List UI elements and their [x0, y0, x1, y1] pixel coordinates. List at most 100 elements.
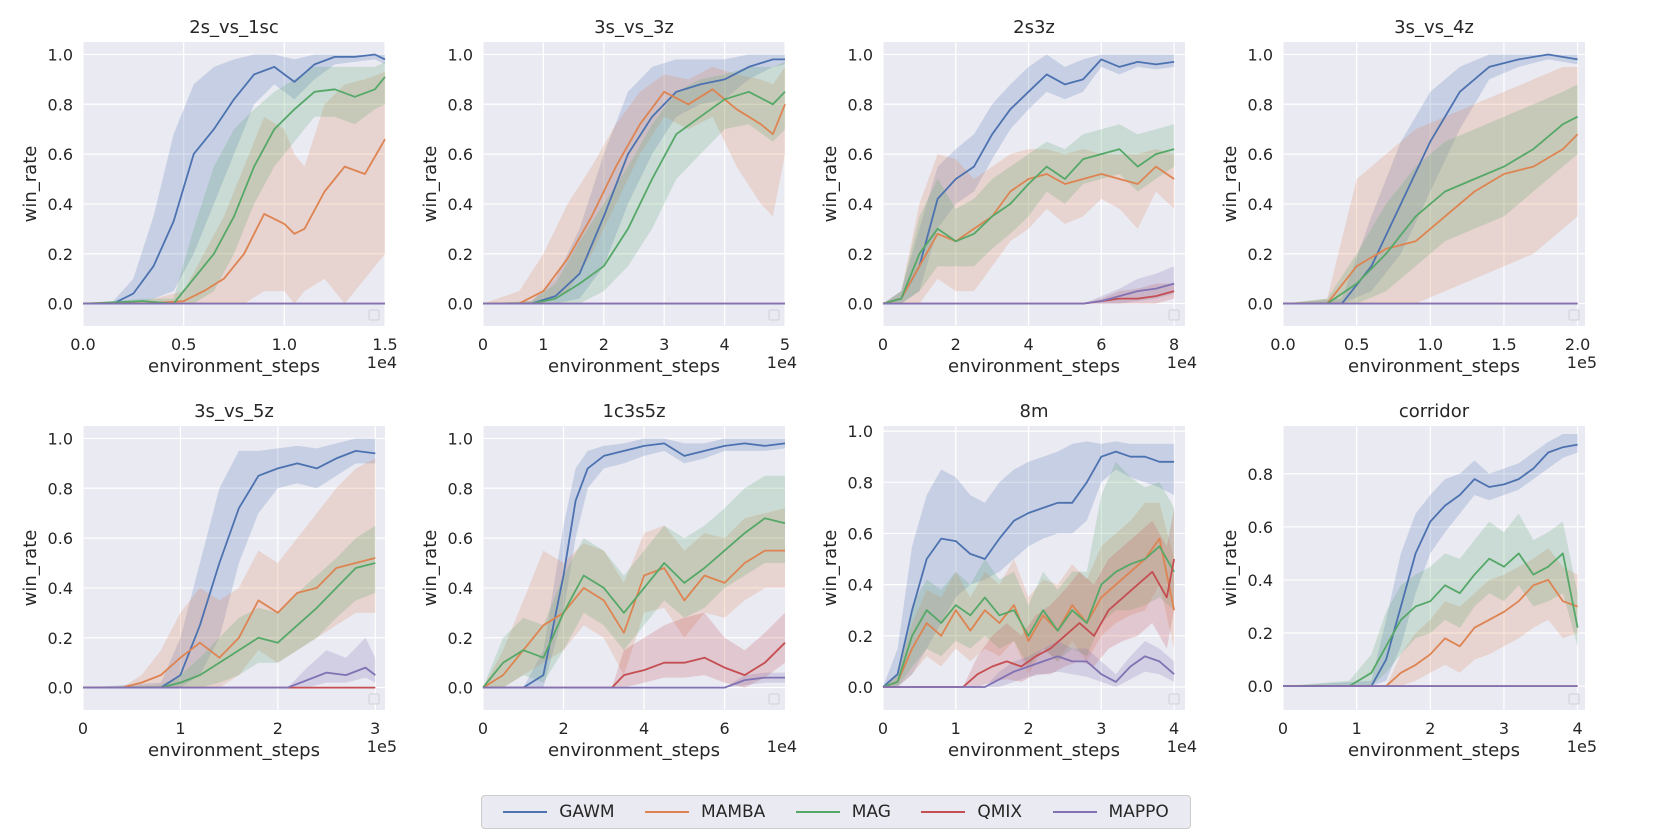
- series-line-mappo: [883, 282, 1175, 305]
- chart-title-1c3s5z: 1c3s5z: [602, 401, 665, 422]
- series-line-mamba: [83, 138, 386, 305]
- series-line-mag: [882, 148, 1175, 305]
- plot-area-3s-vs-3z: [483, 42, 785, 326]
- x-tick-label: 2: [1023, 719, 1033, 738]
- plot-area-1c3s5z: [483, 426, 785, 710]
- series-line-mappo: [883, 655, 1175, 688]
- x-tick-label: 5: [780, 335, 790, 354]
- empty-legend-box: [768, 309, 780, 321]
- y-tick-label: 1.0: [448, 45, 473, 64]
- band-mamba: [483, 66, 785, 304]
- band-mag: [883, 124, 1175, 304]
- y-tick-label: 1.0: [48, 45, 73, 64]
- y-tick-label: 0.0: [1248, 677, 1273, 696]
- chart-title-2s-vs-1sc: 2s_vs_1sc: [189, 17, 279, 38]
- series-line-gawm: [882, 450, 1175, 688]
- series-line-mag: [1283, 115, 1579, 305]
- y-axis-label: win_rate: [20, 530, 41, 607]
- x-tick-label: 2: [1425, 719, 1435, 738]
- band-gawm: [1283, 434, 1578, 687]
- series-line-mag: [82, 76, 386, 305]
- band-gawm: [483, 54, 785, 304]
- empty-legend-box: [768, 693, 780, 705]
- legend-line-mappo: [1052, 811, 1097, 813]
- series-line-mamba: [1283, 133, 1579, 305]
- x-tick-label: 2: [558, 719, 568, 738]
- x-tick-label: 8: [1169, 335, 1179, 354]
- y-tick-label: 0.6: [48, 145, 73, 164]
- legend-entry-mamba: MAMBA: [645, 802, 765, 822]
- y-tick-label: 0.2: [448, 629, 473, 648]
- y-tick-label: 0.2: [448, 245, 473, 264]
- series-line-mamba: [482, 549, 785, 689]
- series-line-mag: [882, 545, 1175, 688]
- band-mappo: [83, 637, 376, 688]
- legend-entry-qmix: QMIX: [921, 802, 1022, 822]
- chart-title-8m: 8m: [1020, 401, 1049, 422]
- legend-line-mamba: [645, 811, 690, 813]
- y-tick-label: 1.0: [848, 422, 873, 441]
- y-tick-label: 0.4: [1248, 195, 1273, 214]
- y-axis-label: win_rate: [1220, 530, 1241, 607]
- legend-label: MAG: [851, 802, 891, 822]
- band-mamba: [1283, 66, 1578, 304]
- series-line-mamba: [83, 557, 376, 689]
- y-tick-label: 0.2: [48, 245, 73, 264]
- x-axis-label: environment_steps: [948, 740, 1120, 761]
- series-line-gawm: [882, 58, 1175, 305]
- x-tick-label: 2: [599, 335, 609, 354]
- y-axis-label: win_rate: [1220, 146, 1241, 223]
- y-axis-label: win_rate: [20, 146, 41, 223]
- x-tick-label: 1.5: [372, 335, 397, 354]
- empty-legend-box: [1568, 693, 1580, 705]
- y-tick-label: 1.0: [48, 429, 73, 448]
- x-tick-label: 3: [1096, 719, 1106, 738]
- chart-title-3s-vs-5z: 3s_vs_5z: [194, 401, 274, 422]
- y-tick-label: 0.8: [848, 473, 873, 492]
- legend-label: MAPPO: [1108, 802, 1169, 822]
- band-mappo: [483, 672, 785, 688]
- x-tick-label: 1: [538, 335, 548, 354]
- y-tick-label: 0.4: [1248, 571, 1273, 590]
- series-line-mamba: [882, 165, 1175, 305]
- plot-area-3s-vs-4z: [1283, 42, 1585, 326]
- band-mamba: [883, 149, 1175, 304]
- x-tick-label: 1.0: [272, 335, 297, 354]
- y-tick-label: 0.6: [1248, 518, 1273, 537]
- x-tick-label: 1: [951, 719, 961, 738]
- series-line-mag: [483, 90, 786, 305]
- series-line-gawm: [483, 442, 786, 689]
- y-tick-label: 0.2: [48, 629, 73, 648]
- legend-label: MAMBA: [701, 802, 766, 822]
- x-axis-multiplier: 1e4: [367, 353, 397, 372]
- series-line-mamba: [483, 88, 786, 305]
- series-line-mag: [83, 562, 376, 689]
- x-tick-label: 4: [1573, 719, 1583, 738]
- series-line-mamba: [1283, 579, 1578, 687]
- x-tick-label: 4: [1169, 719, 1179, 738]
- x-axis-label: environment_steps: [1348, 356, 1520, 377]
- y-tick-label: 1.0: [448, 429, 473, 448]
- y-tick-label: 0.8: [1248, 465, 1273, 484]
- legend-label: QMIX: [977, 802, 1023, 822]
- series-line-gawm: [83, 53, 386, 305]
- band-gawm: [883, 441, 1175, 687]
- legend-line-gawm: [503, 811, 548, 813]
- legend-line-mag: [795, 811, 840, 813]
- x-tick-label: 2.0: [1565, 335, 1590, 354]
- x-tick-label: 3: [659, 335, 669, 354]
- series-line-qmix: [483, 642, 786, 689]
- x-axis-multiplier: 1e5: [1567, 737, 1597, 756]
- band-mag: [483, 61, 785, 304]
- chart-title-3s-vs-4z: 3s_vs_4z: [1394, 17, 1474, 38]
- x-tick-label: 2: [273, 719, 283, 738]
- x-tick-label: 4: [639, 719, 649, 738]
- x-tick-label: 0.0: [70, 335, 95, 354]
- x-tick-label: 0: [478, 335, 488, 354]
- y-axis-label: win_rate: [420, 146, 441, 223]
- band-qmix: [883, 507, 1175, 687]
- legend-entry-mag: MAG: [795, 802, 891, 822]
- chart-title-3s-vs-3z: 3s_vs_3z: [594, 17, 674, 38]
- x-axis-label: environment_steps: [1348, 740, 1520, 761]
- x-tick-label: 0: [78, 719, 88, 738]
